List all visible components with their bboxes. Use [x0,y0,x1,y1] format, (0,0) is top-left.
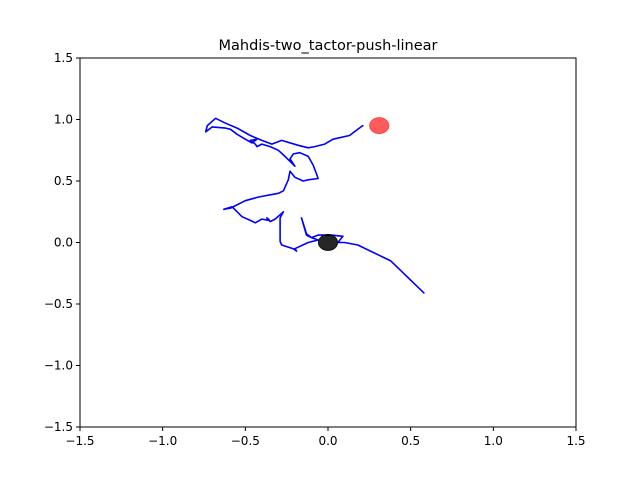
y-tick-label: 0.0 [54,236,73,250]
x-tick-label: 0.0 [318,434,337,448]
y-tick-label: −0.5 [44,297,73,311]
y-tick-label: −1.5 [44,420,73,434]
marker-layer [317,117,390,251]
series-layer [204,117,425,294]
x-tick-label: −0.5 [231,434,260,448]
x-tick-label: 1.5 [566,434,585,448]
trajectory-line [204,117,425,294]
target-marker [369,117,390,135]
x-axis: −1.5 −1.0 −0.5 0.0 0.5 1.0 1.5 [65,427,586,448]
x-tick-label: −1.5 [65,434,94,448]
y-tick-label: 0.5 [54,174,73,188]
x-tick-label: 0.5 [401,434,420,448]
start-marker [317,234,339,251]
y-tick-label: 1.0 [54,113,73,127]
y-axis: −1.5 −1.0 −0.5 0.0 0.5 1.0 1.5 [44,51,80,434]
y-tick-label: 1.5 [54,51,73,65]
chart-title: Mahdis-two_tactor-push-linear [218,38,437,54]
x-tick-label: −1.0 [148,434,177,448]
x-tick-label: 1.0 [484,434,503,448]
y-tick-label: −1.0 [44,359,73,373]
